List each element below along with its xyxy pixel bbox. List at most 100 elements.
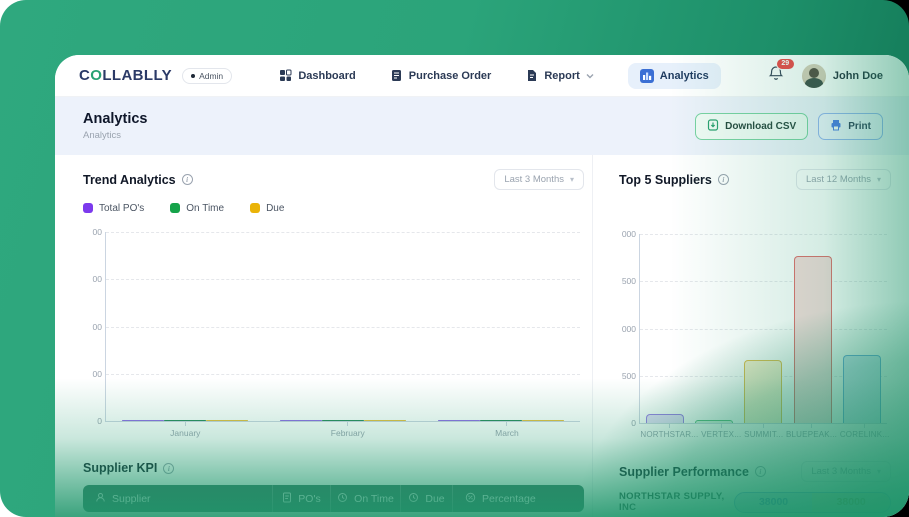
download-csv-label: Download CSV	[725, 120, 797, 132]
avatar	[801, 63, 826, 88]
legend-label: Due	[266, 202, 285, 214]
performance-range-value: Last 3 Months	[811, 466, 871, 477]
charts-row: Trend Analytics i Last 3 Months ▾ Total PO…	[55, 155, 909, 447]
suppliers-range-select[interactable]: Last 12 Months ▾	[796, 169, 891, 190]
x-axis-label: VERTEX...	[701, 424, 741, 439]
bell-icon	[768, 65, 784, 86]
y-axis-tick-label: 000	[621, 323, 636, 334]
supplier-performance-panel: Supplier Performance i Last 3 Months ▾ NOR…	[592, 447, 909, 517]
x-axis-label: January	[170, 422, 200, 438]
download-csv-button[interactable]: Download CSV	[695, 112, 809, 140]
bars-layer	[106, 232, 580, 421]
kpi-col-ontime[interactable]: On Time	[330, 485, 400, 512]
performance-left-value: 38000	[734, 492, 813, 512]
trend-analytics-title: Trend Analytics	[83, 172, 176, 187]
trend-analytics-panel: Trend Analytics i Last 3 Months ▾ Total PO…	[55, 155, 592, 447]
app-logo[interactable]: C O LLABLLY	[79, 67, 172, 84]
kpi-col-label: Percentage	[482, 492, 536, 505]
bars-layer	[640, 234, 887, 423]
y-axis-tick-label: 500	[621, 370, 636, 381]
bar-due	[206, 420, 248, 421]
trend-chart-plot: 00 00 00 00 0	[93, 227, 580, 426]
kpi-col-label: PO's	[298, 492, 321, 505]
bottom-row: Supplier KPI i Supplier PO's On Time	[55, 447, 909, 517]
chevron-down-icon	[586, 73, 594, 79]
legend-label: On Time	[186, 202, 225, 214]
kpi-table-header: Supplier PO's On Time Due	[83, 485, 584, 512]
x-axis-label: SUMMIT...	[744, 424, 783, 439]
performance-range-select[interactable]: Last 3 Months ▾	[801, 461, 891, 482]
analytics-icon	[639, 68, 654, 83]
x-axis-label: March	[495, 422, 519, 438]
chevron-down-icon: ▾	[876, 467, 881, 476]
info-icon[interactable]: i	[717, 174, 729, 185]
clock-icon	[337, 492, 348, 506]
supplier-performance-title: Supplier Performance	[619, 464, 749, 479]
bar-group	[438, 420, 564, 421]
y-axis-tick-label: 000	[621, 229, 636, 239]
bar-on-time	[164, 420, 206, 421]
user-menu[interactable]: John Doe	[801, 63, 883, 88]
breadcrumb: Analytics	[83, 130, 122, 141]
y-axis-tick-label: 0	[97, 416, 102, 426]
legend-item-on-time: On Time	[170, 203, 224, 214]
nav-report[interactable]: Report	[525, 69, 594, 82]
admin-role-label: Admin	[199, 70, 224, 81]
dot-icon	[191, 73, 196, 78]
bar-group	[122, 420, 248, 421]
notifications-button[interactable]: 29	[768, 57, 795, 87]
kpi-col-due[interactable]: Due	[400, 485, 452, 512]
legend-item-total-pos: Total PO's	[83, 203, 144, 214]
kpi-col-percentage[interactable]: Percentage	[452, 485, 584, 512]
nav-dashboard[interactable]: Dashboard	[279, 69, 356, 82]
chevron-down-icon: ▾	[569, 175, 574, 184]
logo-rest: LLABLLY	[102, 67, 173, 84]
kpi-col-pos[interactable]: PO's	[272, 485, 330, 512]
kpi-col-label: Due	[425, 492, 445, 505]
header-right: 29 John Doe	[768, 57, 883, 88]
bar-total-po-s	[122, 420, 164, 421]
trend-range-value: Last 3 Months	[504, 174, 564, 185]
top-suppliers-title: Top 5 Suppliers	[619, 172, 712, 187]
bar-on-time	[480, 420, 522, 421]
logo-accent: O	[90, 67, 103, 84]
x-axis-label: February	[331, 422, 365, 438]
suppliers-range-value: Last 12 Months	[806, 174, 871, 185]
page-title: Analytics	[83, 111, 148, 127]
y-axis-tick-label: 00	[92, 321, 102, 332]
nav-purchase-order[interactable]: Purchase Order	[390, 69, 491, 82]
performance-right-value: 38000	[812, 492, 890, 512]
kpi-table-row	[83, 512, 584, 517]
y-axis-tick-label: 00	[92, 274, 102, 285]
info-icon[interactable]: i	[163, 462, 175, 474]
bar-total-po-s	[438, 420, 480, 421]
y-axis-tick-label: 00	[92, 227, 102, 237]
x-axis-label: CORELINK...	[840, 424, 890, 439]
document-icon	[282, 492, 292, 506]
info-icon[interactable]: i	[754, 466, 766, 477]
performance-row: NORTHSTAR SUPPLY, INC 38000 38000	[619, 491, 891, 513]
legend-swatch	[250, 203, 261, 213]
user-name: John Doe	[832, 69, 883, 82]
main-nav: Dashboard Purchase Order Report Analytic…	[279, 62, 721, 89]
dashboard-icon	[279, 69, 292, 82]
top-header: C O LLABLLY Admin Dashboard Purchase Order…	[55, 55, 909, 97]
admin-role-badge: Admin	[182, 67, 233, 84]
bar-due	[364, 420, 406, 421]
supplier-kpi-panel: Supplier KPI i Supplier PO's On Time	[55, 447, 592, 517]
trend-legend: Total PO's On Time Due	[83, 202, 584, 214]
print-button[interactable]: Print	[818, 112, 883, 140]
clock-icon	[408, 492, 419, 506]
kpi-col-label: Supplier	[112, 492, 151, 505]
nav-analytics[interactable]: Analytics	[627, 62, 721, 89]
nav-dashboard-label: Dashboard	[298, 69, 356, 82]
suppliers-chart-xaxis: NORTHSTAR... VERTEX... SUMMIT... BLUEPEAK..…	[639, 424, 891, 439]
y-axis-tick-label: 500	[621, 276, 636, 287]
dashboard-card: C O LLABLLY Admin Dashboard Purchase Order…	[55, 55, 909, 517]
download-icon	[707, 118, 719, 134]
x-axis-label: BLUEPEAK...	[786, 424, 837, 439]
info-icon[interactable]: i	[181, 174, 193, 185]
kpi-col-supplier[interactable]: Supplier	[83, 485, 272, 512]
trend-range-select[interactable]: Last 3 Months ▾	[494, 169, 584, 190]
